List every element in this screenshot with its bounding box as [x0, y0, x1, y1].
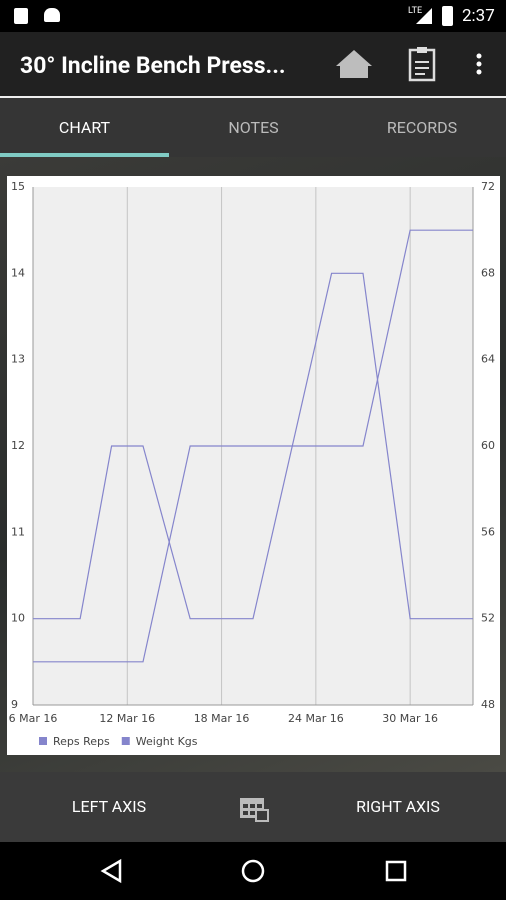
x-tick-label: 18 Mar 16: [194, 712, 250, 725]
notes-button[interactable]: [408, 46, 436, 82]
calendar-button[interactable]: [238, 794, 270, 822]
right-axis-button[interactable]: RIGHT AXIS: [356, 797, 440, 816]
home-button[interactable]: [334, 48, 374, 80]
y2-tick-label: 60: [481, 439, 495, 452]
x-tick-label: 30 Mar 16: [382, 712, 438, 725]
home-nav-button[interactable]: [241, 859, 265, 883]
app-bar: 30° Incline Bench Press...: [0, 32, 506, 96]
y2-tick-label: 64: [481, 353, 495, 366]
tab[interactable]: CHART: [58, 118, 111, 137]
legend-swatch: [121, 737, 130, 745]
y2-tick-label: 48: [481, 698, 495, 711]
tab[interactable]: NOTES: [228, 118, 279, 137]
y-tick-label: 12: [11, 439, 25, 452]
legend-label: Reps Reps: [53, 735, 110, 748]
y-tick-label: 11: [11, 525, 25, 538]
back-button[interactable]: [100, 858, 122, 884]
chart: 6 Mar 16 12 Mar 16 18 Mar 16 24 Mar 16 30 Ma…: [7, 176, 500, 755]
y2-tick-label: 72: [481, 180, 495, 193]
recents-button[interactable]: [385, 860, 407, 882]
menu-button[interactable]: [474, 52, 484, 78]
sd-icon: [14, 8, 28, 24]
clock: 2:37: [462, 6, 495, 26]
signal-icon: [416, 8, 432, 24]
android-icon: [44, 8, 60, 22]
y-tick-label: 10: [11, 612, 25, 625]
y-tick-label: 14: [11, 266, 25, 279]
y2-tick-label: 56: [481, 525, 495, 538]
bottom-bar: LEFT AXIS RIGHT AXIS: [0, 772, 506, 842]
tab[interactable]: RECORDS: [386, 118, 458, 137]
y-tick-label: 13: [11, 353, 25, 366]
legend-label: Weight Kgs: [136, 735, 198, 748]
x-tick-label: 24 Mar 16: [288, 712, 344, 725]
tab-bar: CHART NOTES RECORDS: [0, 98, 506, 157]
y-tick-label: 15: [11, 180, 25, 193]
battery-icon: [442, 6, 453, 26]
series-line: [33, 229, 473, 663]
tab-indicator: [0, 153, 169, 157]
series-line: [33, 272, 473, 620]
left-axis-button[interactable]: LEFT AXIS: [71, 797, 147, 816]
y2-tick-label: 68: [481, 266, 495, 279]
app-title: 30° Incline Bench Press...: [20, 52, 286, 79]
network-label: LTE: [408, 6, 423, 16]
status-bar: LTE 2:37: [0, 0, 506, 32]
y-tick-label: 9: [11, 698, 18, 711]
x-tick-label: 6 Mar 16: [9, 712, 58, 725]
x-tick-label: 12 Mar 16: [99, 712, 155, 725]
navigation-bar: [0, 842, 506, 900]
legend-swatch: [39, 737, 47, 745]
y2-tick-label: 52: [481, 612, 495, 625]
divider: [0, 96, 506, 98]
